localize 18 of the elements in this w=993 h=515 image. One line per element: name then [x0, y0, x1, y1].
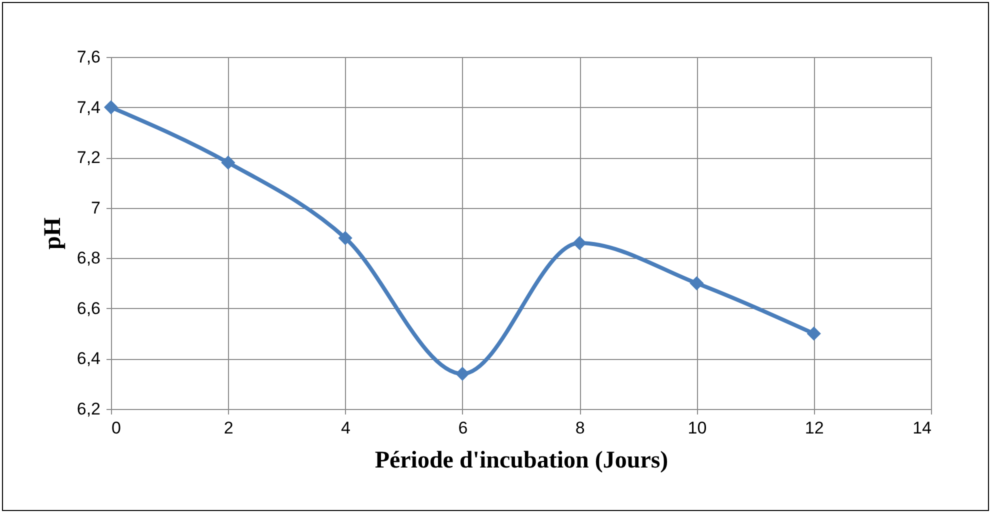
x-tick-label: 4 [341, 418, 351, 438]
y-tick-label: 7,6 [76, 48, 100, 66]
y-tick-label: 6,8 [76, 248, 100, 268]
y-tick-label: 6,2 [76, 400, 100, 418]
x-tick-label: 6 [458, 418, 468, 438]
x-tick-label: 10 [688, 418, 707, 438]
y-tick-label: 7,2 [76, 148, 100, 168]
x-tick-label: 2 [224, 418, 234, 438]
x-axis-title: Période d'incubation (Jours) [374, 448, 668, 474]
x-tick-label: 14 [912, 418, 932, 438]
y-tick-label: 6,6 [76, 298, 100, 318]
y-tick-label: 7 [91, 198, 100, 218]
y-axis-title: pH [40, 217, 66, 250]
x-tick-label: 8 [575, 418, 585, 438]
y-tick-label: 6,4 [76, 349, 100, 368]
x-tick-label: 12 [804, 418, 824, 438]
y-tick-label: 7,4 [76, 98, 100, 117]
x-tick-label: 0 [112, 418, 121, 438]
